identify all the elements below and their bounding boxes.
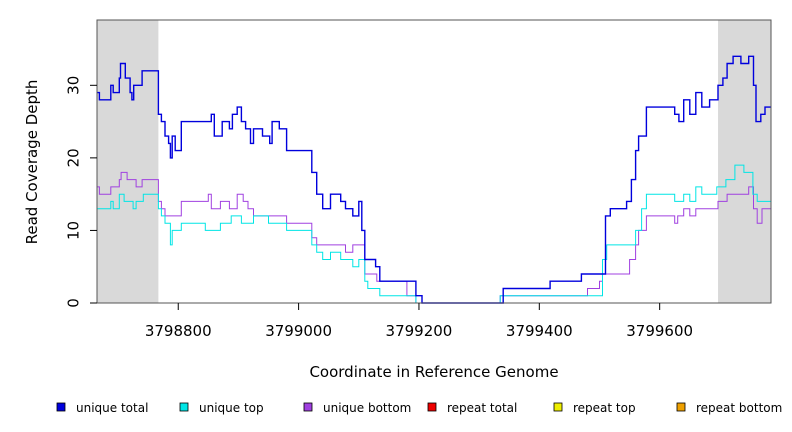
x-tick-label: 3799200 [386, 322, 453, 340]
series-unique-bottom [97, 171, 771, 304]
legend-swatch [676, 402, 686, 412]
y-tick-label: 20 [65, 148, 83, 167]
y-tick-label: 0 [65, 298, 83, 308]
x-tick-label: 3798800 [145, 322, 212, 340]
x-axis-ticks: 3798800 3799000 3799200 3799400 3799600 [145, 303, 693, 340]
series-lines [97, 55, 771, 304]
y-tick-label: 10 [65, 221, 83, 240]
legend-swatch [553, 402, 563, 412]
legend-label: unique top [199, 401, 264, 415]
shaded-region-1 [97, 20, 159, 303]
legend-swatch [303, 402, 313, 412]
x-axis-title: Coordinate in Reference Genome [309, 363, 558, 381]
legend-label: repeat total [447, 401, 517, 415]
shaded-region-2 [718, 20, 771, 303]
legend-label: repeat bottom [696, 401, 782, 415]
legend-swatch [56, 402, 66, 412]
plot-frame [96, 19, 772, 304]
y-axis-title: Read Coverage Depth [23, 80, 41, 245]
legend-label: unique bottom [323, 401, 411, 415]
legend-label: repeat top [573, 401, 636, 415]
legend-swatch [179, 402, 189, 412]
y-axis-ticks: 0 10 20 30 [65, 76, 97, 308]
legend-label: unique total [76, 401, 148, 415]
x-tick-label: 3799600 [626, 322, 693, 340]
shaded-regions [97, 20, 771, 303]
legend-swatch [427, 402, 437, 412]
y-tick-label: 30 [65, 76, 83, 95]
x-tick-label: 3799000 [265, 322, 332, 340]
x-tick-label: 3799400 [506, 322, 573, 340]
series-unique-top [97, 164, 771, 304]
series-unique-total [97, 55, 771, 304]
legend: unique total unique top unique bottom repea… [56, 401, 782, 415]
